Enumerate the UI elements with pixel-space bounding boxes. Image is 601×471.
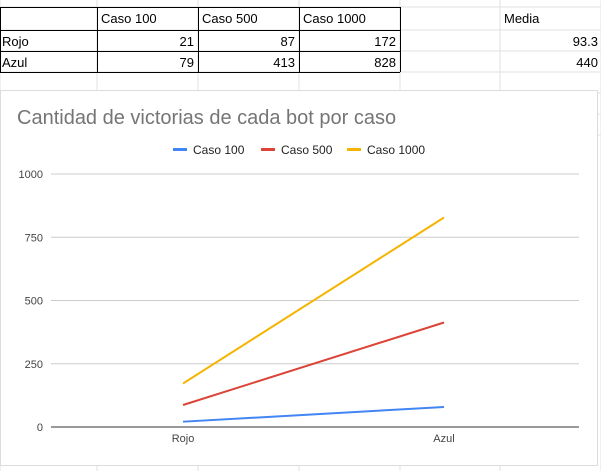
y-tick-label: 750 <box>25 232 43 244</box>
y-axis-ticks: 0 250 500 750 1000 <box>19 169 43 434</box>
value-cell[interactable]: 79 <box>180 55 194 70</box>
y-tick-label: 1000 <box>19 169 43 181</box>
row-label-cell[interactable]: Azul <box>2 55 27 70</box>
header-cell[interactable]: Media <box>504 11 540 26</box>
header-cell[interactable]: Caso 100 <box>101 11 157 26</box>
chart-legend: Caso 100 Caso 500 Caso 1000 <box>173 143 425 157</box>
value-cell[interactable]: 21 <box>180 34 194 49</box>
legend-label: Caso 100 <box>193 143 245 157</box>
header-cell[interactable]: Caso 500 <box>202 11 258 26</box>
legend-label: Caso 500 <box>281 143 333 157</box>
y-tick-label: 0 <box>37 422 43 434</box>
value-cell[interactable]: 828 <box>374 55 396 70</box>
value-cell[interactable]: 413 <box>273 55 295 70</box>
series-line-caso-100 <box>182 406 445 423</box>
row-label-cell[interactable]: Rojo <box>2 34 29 49</box>
series-line-caso-1000 <box>182 216 445 385</box>
line-chart: 0 250 500 750 1000 Rojo Azul Caso 100 Caso 500… <box>19 143 579 445</box>
media-cell[interactable]: 93.3 <box>573 34 598 49</box>
chart-title: Cantidad de victorias de cada bot por ca… <box>17 107 397 129</box>
x-tick-label: Azul <box>433 433 454 445</box>
header-cell[interactable]: Caso 1000 <box>303 11 366 26</box>
chart-series <box>182 216 445 423</box>
value-cell[interactable]: 87 <box>281 34 295 49</box>
chart-card[interactable]: 0 250 500 750 1000 Rojo Azul Caso 100 Caso 500… <box>0 90 598 466</box>
y-tick-label: 500 <box>25 296 43 308</box>
y-tick-label: 250 <box>25 359 43 371</box>
sheet-cells[interactable]: Caso 100 Caso 500 Caso 1000 Media Rojo 21 87 17… <box>2 11 598 70</box>
x-axis-ticks: Rojo Azul <box>172 433 455 445</box>
value-cell[interactable]: 172 <box>374 34 396 49</box>
x-tick-label: Rojo <box>172 433 195 445</box>
legend-label: Caso 1000 <box>367 143 425 157</box>
media-cell[interactable]: 440 <box>576 55 598 70</box>
series-line-caso-500 <box>182 321 445 406</box>
